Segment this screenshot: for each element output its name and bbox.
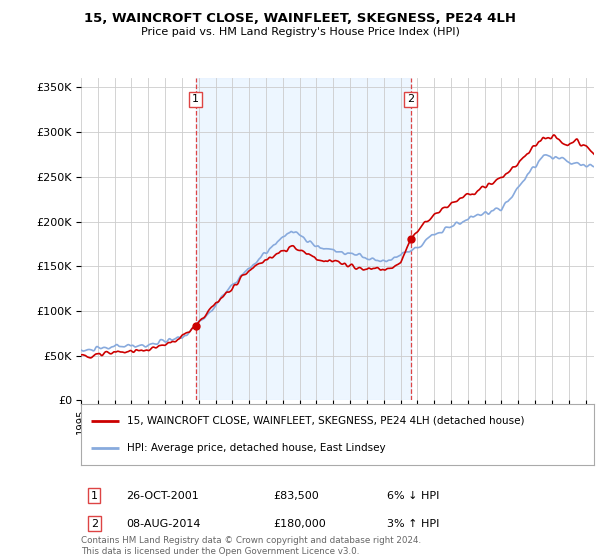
Text: 6% ↓ HPI: 6% ↓ HPI <box>387 491 439 501</box>
Bar <box>196 78 410 400</box>
Text: 2: 2 <box>91 519 98 529</box>
Text: £180,000: £180,000 <box>273 519 326 529</box>
Text: Price paid vs. HM Land Registry's House Price Index (HPI): Price paid vs. HM Land Registry's House … <box>140 27 460 37</box>
Text: 26-OCT-2001: 26-OCT-2001 <box>126 491 199 501</box>
Text: 15, WAINCROFT CLOSE, WAINFLEET, SKEGNESS, PE24 4LH (detached house): 15, WAINCROFT CLOSE, WAINFLEET, SKEGNESS… <box>127 416 524 426</box>
Text: 08-AUG-2014: 08-AUG-2014 <box>126 519 200 529</box>
Text: 15, WAINCROFT CLOSE, WAINFLEET, SKEGNESS, PE24 4LH: 15, WAINCROFT CLOSE, WAINFLEET, SKEGNESS… <box>84 12 516 25</box>
Text: 3% ↑ HPI: 3% ↑ HPI <box>387 519 439 529</box>
Text: 2: 2 <box>407 94 414 104</box>
Text: 1: 1 <box>91 491 98 501</box>
Text: Contains HM Land Registry data © Crown copyright and database right 2024.
This d: Contains HM Land Registry data © Crown c… <box>81 536 421 556</box>
Text: HPI: Average price, detached house, East Lindsey: HPI: Average price, detached house, East… <box>127 444 386 454</box>
Text: 1: 1 <box>192 94 199 104</box>
Text: £83,500: £83,500 <box>273 491 319 501</box>
